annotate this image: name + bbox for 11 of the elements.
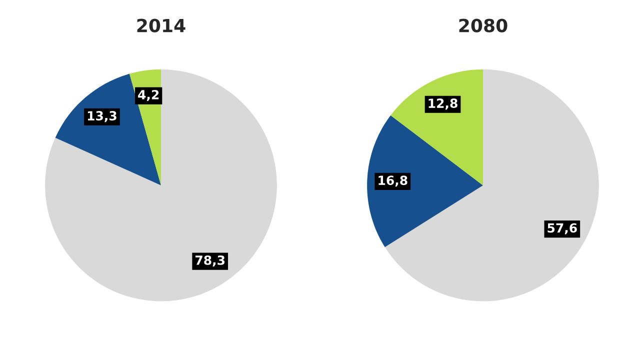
- pie-slice: [55, 74, 161, 186]
- data-label: 16,8: [378, 176, 408, 187]
- pie-slice: [367, 115, 483, 248]
- pie-slice: [45, 69, 277, 302]
- data-label: 4,2: [138, 90, 159, 102]
- chart-title: 2080: [459, 18, 508, 32]
- data-label: 13,3: [88, 111, 116, 122]
- data-label: 12,8: [428, 98, 458, 110]
- data-label: 78,3: [196, 255, 225, 267]
- chart-title: 2014: [137, 18, 186, 32]
- data-label: 57,6: [548, 223, 577, 234]
